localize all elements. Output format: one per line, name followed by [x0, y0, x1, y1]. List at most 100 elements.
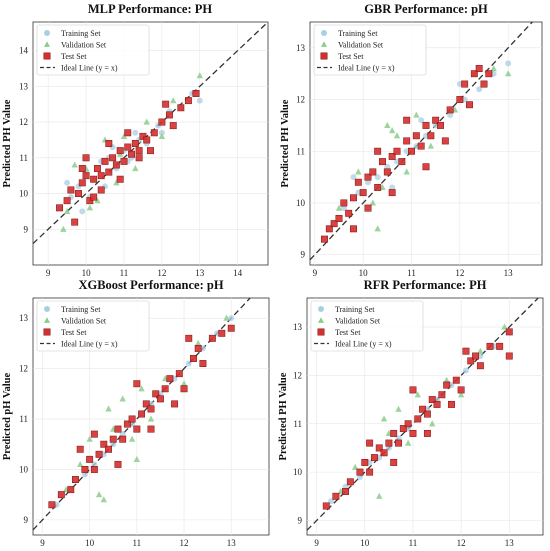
y-tick-label: 9	[24, 515, 29, 525]
x-tick-label: 10	[85, 538, 95, 548]
test-point	[388, 189, 396, 197]
validation-point	[71, 161, 78, 168]
test-point	[496, 342, 504, 350]
x-tick-label: 12	[455, 268, 464, 278]
test-point	[486, 342, 494, 350]
test-point	[399, 425, 407, 433]
legend-test-marker	[43, 52, 51, 60]
test-point	[100, 440, 108, 448]
subplot-3: XGBoost Performance: pH Predicted pH Valu…	[2, 278, 270, 548]
validation-point	[86, 435, 93, 442]
test-point	[162, 100, 170, 108]
legend-training-marker	[44, 306, 50, 312]
legend-label: Training Set	[61, 305, 101, 314]
test-point	[350, 194, 357, 202]
y-tick-label: 14	[19, 46, 29, 56]
test-point	[135, 154, 143, 162]
training-point	[462, 367, 469, 374]
series-3	[321, 65, 493, 243]
x-tick-label: 12	[457, 538, 466, 548]
test-point	[81, 465, 89, 473]
x-tick-label: 12	[180, 538, 189, 548]
y-axis-label: Predicted PH Value	[2, 99, 13, 187]
test-point	[158, 118, 166, 126]
test-point	[95, 450, 103, 458]
test-point	[109, 435, 117, 443]
test-point	[375, 444, 383, 452]
validation-point	[403, 168, 410, 175]
x-tick-label: 13	[195, 268, 205, 278]
test-point	[388, 152, 396, 160]
y-tick-label: 10	[296, 198, 306, 208]
test-point	[120, 157, 128, 165]
test-point	[412, 132, 420, 140]
test-point	[364, 204, 372, 212]
x-tick-label: 13	[227, 538, 237, 548]
y-axis-label: Predicted PH Value	[278, 372, 289, 460]
validation-point	[94, 197, 101, 204]
test-point	[227, 324, 235, 332]
y-tick-label: 12	[293, 370, 302, 380]
validation-point	[170, 97, 177, 104]
y-axis-label: Predicted pH Value	[2, 373, 13, 461]
test-point	[133, 380, 141, 388]
test-point	[340, 199, 348, 207]
legend-test-marker	[43, 328, 51, 336]
test-point	[446, 106, 454, 114]
legend-validation-marker	[321, 41, 327, 47]
training-point	[350, 174, 357, 181]
validation-point	[413, 111, 420, 118]
training-point	[185, 360, 192, 367]
validation-point	[414, 391, 421, 398]
test-point	[71, 218, 79, 226]
y-tick-label: 13	[19, 81, 29, 91]
validation-point	[376, 492, 383, 499]
test-point	[166, 111, 173, 119]
y-tick-label: 9	[301, 250, 306, 260]
training-point	[158, 129, 165, 136]
validation-point	[504, 70, 512, 77]
test-point	[184, 97, 192, 105]
test-point	[403, 116, 411, 124]
test-point	[128, 415, 136, 423]
test-point	[462, 347, 470, 355]
test-point	[354, 178, 362, 186]
legend-label: Validation Set	[335, 317, 381, 326]
training-point	[196, 97, 203, 104]
legend-label: Test Set	[335, 328, 361, 337]
x-tick-label: 11	[407, 268, 416, 278]
legend-label: Ideal Line (y = x)	[61, 64, 118, 73]
test-point	[417, 142, 425, 150]
series-3	[322, 328, 513, 510]
validation-point	[133, 455, 141, 462]
test-point	[393, 147, 401, 155]
test-point	[422, 121, 430, 129]
ideal-line	[32, 21, 269, 245]
test-point	[356, 468, 364, 476]
test-point	[90, 465, 98, 473]
series-2	[62, 314, 230, 503]
test-point	[409, 386, 417, 394]
test-point	[185, 334, 193, 342]
validation-point	[158, 132, 166, 139]
test-point	[57, 491, 65, 499]
x-tick-label: 11	[133, 538, 142, 548]
legend-label: Ideal Line (y = x)	[335, 340, 392, 349]
validation-point	[128, 435, 136, 442]
test-point	[350, 225, 357, 233]
training-point	[132, 129, 139, 136]
test-point	[423, 429, 431, 437]
test-point	[109, 154, 117, 162]
test-point	[419, 405, 427, 413]
test-point	[364, 173, 372, 181]
legend-label: Validation Set	[61, 317, 107, 326]
x-tick-label: 11	[409, 538, 418, 548]
chart-title: XGBoost Performance: pH	[78, 278, 223, 292]
test-point	[128, 150, 135, 158]
training-point	[374, 174, 381, 181]
training-point	[81, 471, 88, 478]
legend-training-marker	[44, 30, 50, 36]
y-tick-label: 12	[19, 364, 28, 374]
training-point	[91, 461, 98, 468]
